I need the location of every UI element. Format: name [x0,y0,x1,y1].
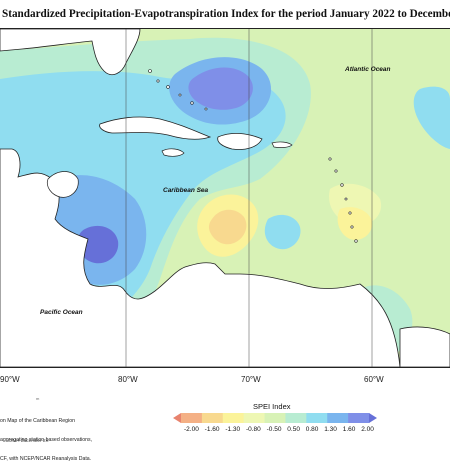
map-title: Standardized Precipitation-Evapotranspir… [2,8,450,20]
legend-tick: 2.00 [361,426,374,433]
caption-line: aggregating station based observations, [0,437,92,444]
lon-label-90w: 90°W [0,375,20,384]
lon-label-80w: 80°W [118,375,138,384]
legend-colorbar [173,413,377,423]
legend-color-swatch [201,413,224,423]
legend-title: SPEI Index [253,402,291,411]
label-caribbean-sea: Caribbean Sea [163,187,209,194]
small-mark: m [36,396,40,401]
yucatan-land [46,171,79,198]
label-pacific-ocean: Pacific Ocean [40,309,83,316]
legend-color-swatch [369,413,377,423]
meridian-gridlines [125,29,373,367]
map-canvas: Atlantic Ocean Caribbean Sea Pacific Oce… [0,29,450,367]
legend-color-swatch [327,413,349,423]
lon-label-70w: 70°W [241,375,261,384]
legend-tick: -1.30 [225,426,241,433]
bahamas-islands [148,69,208,111]
legend-tick: -0.50 [266,426,282,433]
legend-color-swatch [181,413,203,423]
dry-patch-lesser-antilles [337,207,373,240]
label-atlantic-ocean: Atlantic Ocean [344,66,391,73]
legend-color-swatch [306,413,328,423]
atlantic-wet-patch [413,86,450,149]
lesser-antilles-islands [328,157,358,243]
legend-tick-labels: -2.00 -1.60 -1.30 -0.80 -0.50 0.50 0.80 … [184,426,374,433]
footer-credit: CIMH December-2X [8,438,49,443]
legend-color-swatch [264,413,286,423]
jamaica-island [161,148,185,157]
hispaniola-island [217,133,263,150]
legend-tick: 0.80 [305,426,319,433]
legend-color-swatch [222,413,244,423]
legend-tick: 1.30 [324,426,337,433]
moderately-dry-core [208,209,247,245]
caption-line: on Map of the Caribbean Region [0,417,75,424]
legend-color-swatch [243,413,265,423]
usa-land [0,29,141,76]
cuba-island [99,116,212,140]
extremely-wet-core-north [188,67,253,110]
caption-line: CF, with NCEP/NCAR Reanalysis Data. [0,456,92,463]
legend-color-swatch [348,413,370,423]
legend-tick: -2.00 [184,426,199,433]
legend-tick: -0.80 [245,426,261,433]
guiana-land [399,326,450,367]
map-caption: on Map of the Caribbean Region aggregati… [0,405,92,469]
wet-patch-south [264,214,301,250]
legend-tick: -1.60 [204,426,220,433]
legend-color-swatch [285,413,307,423]
legend-tick: 0.50 [287,426,300,433]
legend-tick: 1.60 [342,426,356,433]
puerto-rico-island [271,141,293,148]
lon-label-60w: 60°W [364,375,384,384]
extremely-wet-core-west [77,225,119,264]
legend-color-swatch [173,413,181,423]
spei-map: Atlantic Ocean Caribbean Sea Pacific Oce… [0,28,450,368]
